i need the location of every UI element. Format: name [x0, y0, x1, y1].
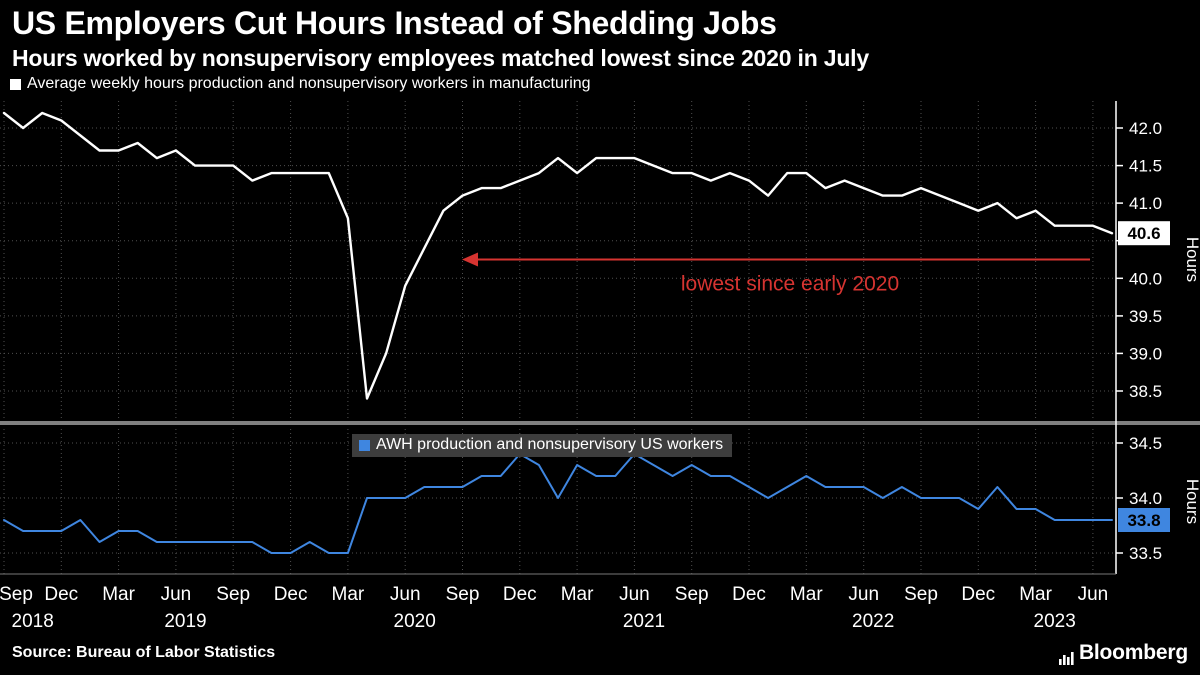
legend-bottom-swatch — [359, 439, 370, 451]
x-tick-label: Dec — [44, 584, 78, 605]
x-tick-label: Jun — [848, 584, 879, 605]
chart-area: 38.5 39.0 39.5 40.0 41.0 41.5 42.0 40.6 Hours 33.… — [0, 71, 1200, 633]
legend-bottom-label: AWH production and nonsupervisory US wor… — [376, 436, 724, 454]
legend-top-swatch — [10, 78, 21, 90]
x-year-label: 2020 — [394, 611, 436, 632]
series-line-manufacturing — [2, 111, 1114, 400]
bloomberg-logo-icon — [1058, 652, 1074, 666]
series-line-us-total-private — [3, 453, 1113, 555]
x-tick-label: Dec — [503, 584, 537, 605]
x-tick-label: Mar — [1019, 584, 1052, 605]
x-tick-label: Dec — [961, 584, 995, 605]
y-tick-label: 34.0 — [1129, 489, 1162, 508]
bloomberg-wordmark: Bloomberg — [1078, 641, 1188, 665]
x-tick-label: Jun — [1078, 584, 1109, 605]
y-axis-title: Hours — [1183, 479, 1200, 524]
x-tick-label: Sep — [904, 584, 938, 605]
legend-top: Average weekly hours production and nons… — [10, 75, 591, 93]
x-tick-label: Dec — [732, 584, 766, 605]
chart-title: US Employers Cut Hours Instead of Sheddi… — [12, 5, 777, 41]
legend-bottom: AWH production and nonsupervisory US wor… — [352, 434, 733, 458]
y-tick-label: 38.5 — [1129, 382, 1162, 401]
source-note: Source: Bureau of Labor Statistics — [12, 644, 276, 662]
x-tick-label: Dec — [274, 584, 308, 605]
header: US Employers Cut Hours Instead of Sheddi… — [0, 0, 1200, 71]
y-tick-label: 41.5 — [1129, 157, 1162, 176]
x-year-label: 2023 — [1034, 611, 1076, 632]
x-tick-label: Jun — [161, 584, 192, 605]
annotation-arrowhead-icon — [462, 252, 478, 267]
x-year-label: 2018 — [12, 611, 54, 632]
x-year-label: 2021 — [623, 611, 665, 632]
chart-subtitle: Hours worked by nonsupervisory employees… — [12, 44, 869, 71]
y-tick-label: 42.0 — [1129, 119, 1162, 138]
y-tick-label: 41.0 — [1129, 194, 1162, 213]
y-tick-label: 34.5 — [1129, 434, 1162, 453]
footer: Source: Bureau of Labor Statistics Bloom… — [0, 633, 1200, 675]
bloomberg-logo: Bloomberg — [1058, 641, 1188, 666]
x-tick-label: Mar — [790, 584, 823, 605]
legend-top-label: Average weekly hours production and nons… — [27, 75, 591, 93]
x-year-label: 2022 — [852, 611, 894, 632]
x-tick-label: Mar — [561, 584, 594, 605]
last-value-label-manufacturing: 40.6 — [1127, 224, 1160, 243]
y-tick-label: 40.0 — [1129, 269, 1162, 288]
y-tick-label: 39.0 — [1129, 344, 1162, 363]
x-tick-label: Jun — [619, 584, 650, 605]
x-tick-label: Sep — [446, 584, 480, 605]
panel-divider — [0, 421, 1200, 426]
x-tick-label: Jun — [390, 584, 421, 605]
x-tick-label: Mar — [102, 584, 135, 605]
x-tick-label: Sep — [216, 584, 250, 605]
x-year-label: 2019 — [164, 611, 206, 632]
chart-svg: 38.5 39.0 39.5 40.0 41.0 41.5 42.0 40.6 Hours 33.… — [0, 101, 1200, 632]
y-tick-label: 39.5 — [1129, 307, 1162, 326]
y-axis-title: Hours — [1183, 237, 1200, 282]
y-tick-label: 33.5 — [1129, 544, 1162, 563]
last-value-badge-us-total-private — [1118, 508, 1170, 533]
x-tick-label: Sep — [675, 584, 709, 605]
annotation-text: lowest since early 2020 — [681, 273, 899, 296]
last-value-label-us-total-private: 33.8 — [1127, 511, 1160, 530]
x-tick-label: Mar — [332, 584, 365, 605]
last-value-badge-manufacturing — [1118, 221, 1170, 246]
x-tick-label: Sep — [0, 584, 33, 605]
